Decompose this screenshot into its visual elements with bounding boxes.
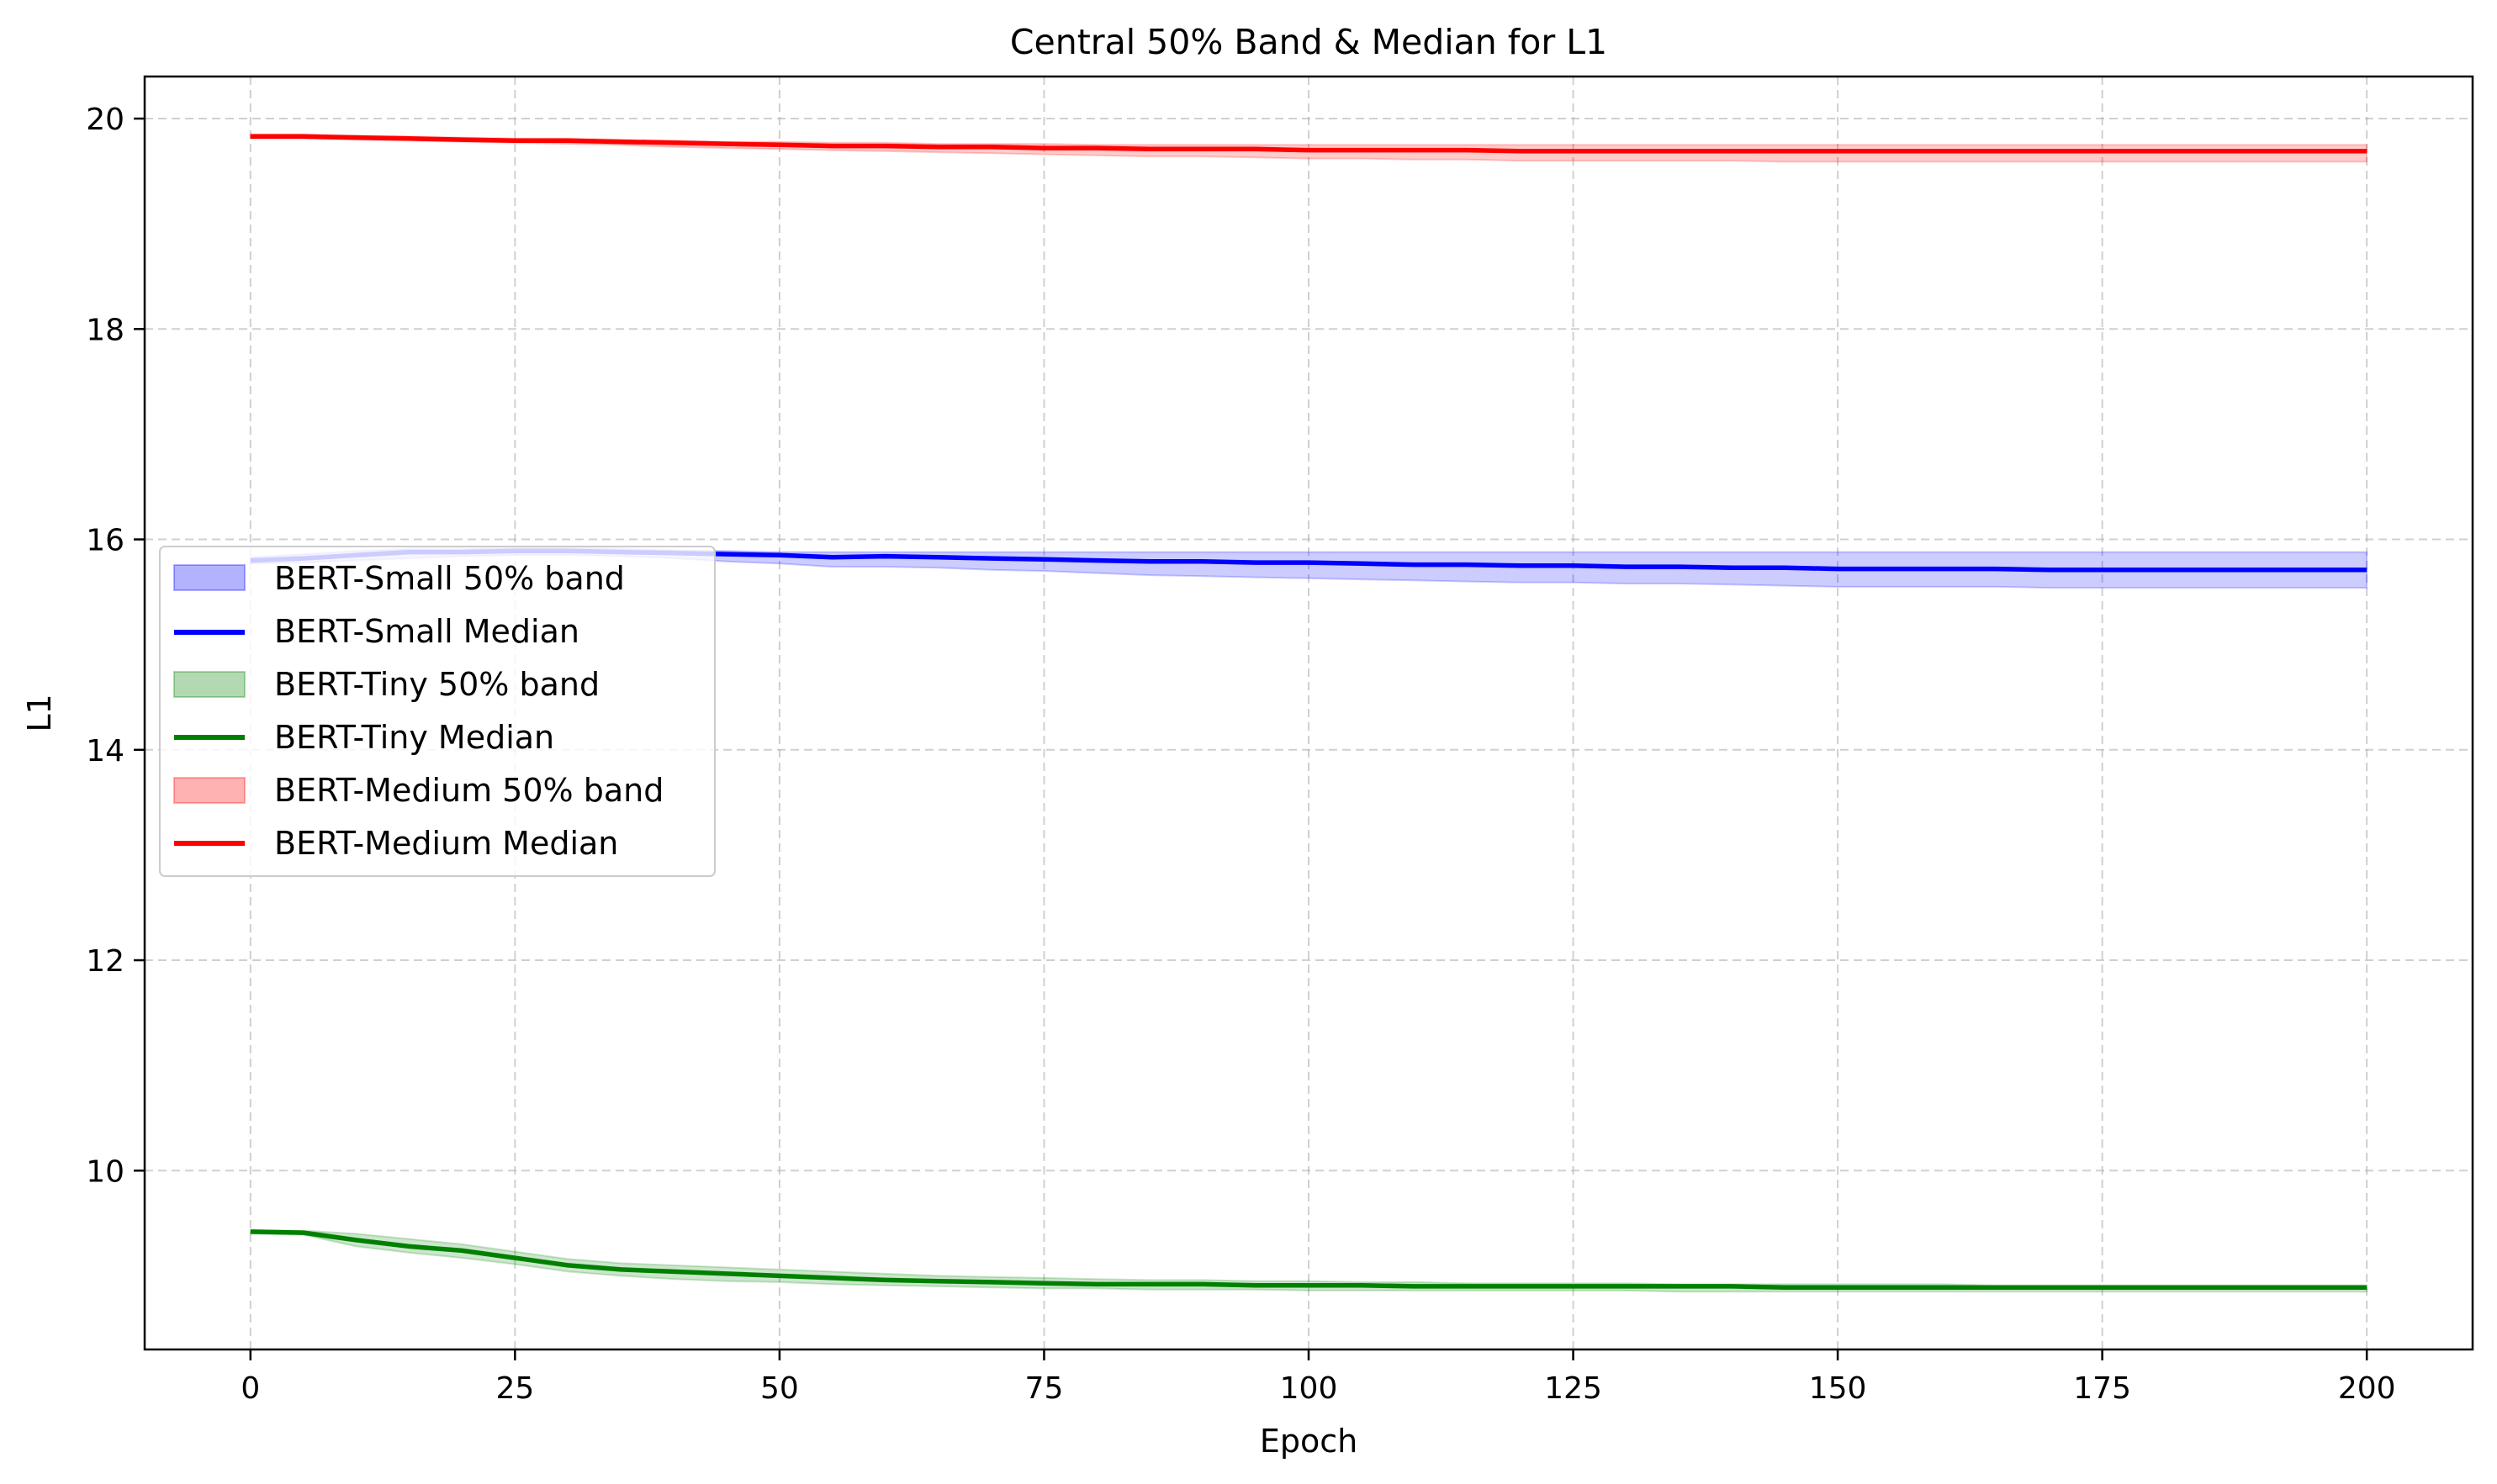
legend-box — [159, 546, 716, 877]
y-tick-label: 16 — [86, 524, 124, 558]
legend-label-bert-medium-median: BERT-Medium Median — [274, 825, 618, 862]
bert-small-band — [249, 547, 2368, 589]
y-axis-label: L1 — [21, 694, 58, 731]
x-tick-label: 125 — [1544, 1371, 1602, 1406]
legend-label-bert-tiny-band: BERT-Tiny 50% band — [274, 666, 600, 703]
chart-title: Central 50% Band & Median for L1 — [1010, 22, 1607, 62]
x-tick-label: 50 — [760, 1371, 799, 1406]
bert-medium-median-line — [250, 134, 2367, 154]
y-tick-label: 20 — [86, 103, 124, 137]
x-tick-label: 25 — [495, 1371, 534, 1406]
x-tick-label: 75 — [1025, 1371, 1064, 1406]
y-tick-label: 18 — [86, 313, 124, 347]
legend-swatch-bert-medium-band — [173, 777, 246, 804]
legend-label-bert-tiny-median: BERT-Tiny Median — [274, 719, 554, 756]
y-tick-label: 12 — [86, 944, 124, 979]
x-tick-label: 0 — [241, 1371, 260, 1406]
y-tick-label: 14 — [86, 734, 124, 768]
legend-swatch-bert-small-band — [173, 564, 246, 591]
bert-tiny-median-line — [250, 1229, 2367, 1290]
x-tick-label: 200 — [2338, 1371, 2396, 1406]
x-axis-label: Epoch — [1260, 1423, 1357, 1460]
x-tick-label: 100 — [1280, 1371, 1338, 1406]
legend-label-bert-small-band: BERT-Small 50% band — [274, 560, 625, 597]
legend-swatch-bert-tiny-band — [173, 671, 246, 698]
y-tick-label: 10 — [86, 1154, 124, 1189]
legend-label-bert-medium-band: BERT-Medium 50% band — [274, 772, 664, 809]
legend: BERT-Small 50% band BERT-Small Median BE… — [159, 546, 716, 877]
x-tick-label: 150 — [1809, 1371, 1867, 1406]
y-axis-ticks: 10 12 14 16 18 20 — [86, 103, 145, 1189]
x-axis-ticks: 0 25 50 75 100 125 150 175 200 — [241, 1349, 2396, 1406]
x-tick-label: 175 — [2073, 1371, 2131, 1406]
legend-label-bert-small-median: BERT-Small Median — [274, 613, 579, 650]
